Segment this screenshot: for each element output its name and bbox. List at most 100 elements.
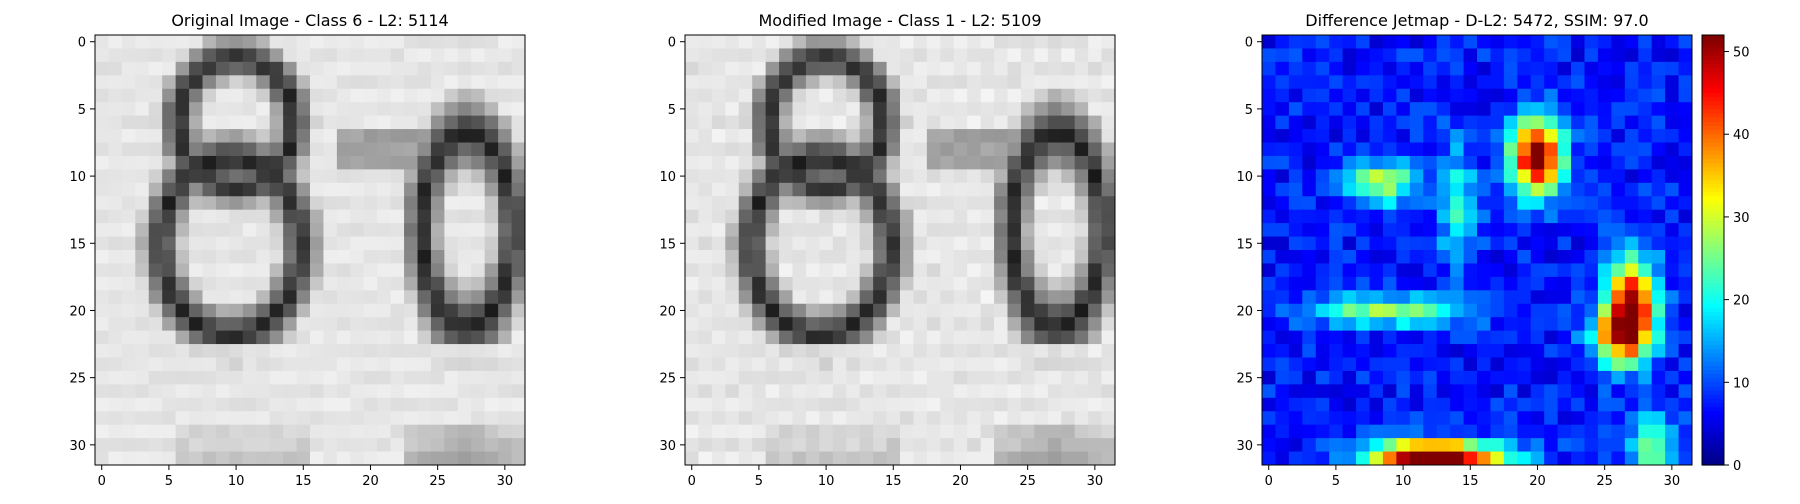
heatmap-cell [296, 61, 311, 76]
heatmap-cell [1651, 88, 1666, 103]
heatmap-cell [242, 48, 257, 63]
heatmap-cell [1007, 129, 1022, 143]
heatmap-cell [377, 236, 392, 251]
heatmap-cell [1557, 129, 1572, 143]
colorbar-segment [1702, 59, 1724, 65]
heatmap-cell [202, 451, 217, 466]
heatmap-cell [95, 236, 109, 251]
heatmap-cell [1034, 209, 1049, 224]
heatmap-cell [1302, 263, 1317, 278]
heatmap-cell [1503, 397, 1518, 412]
heatmap-cell [1061, 317, 1076, 332]
heatmap-cell [886, 61, 901, 76]
heatmap-cell [1288, 48, 1303, 63]
heatmap-cell [886, 451, 901, 466]
heatmap-cell [148, 317, 163, 332]
heatmap-cell [1101, 451, 1116, 466]
heatmap-cell [994, 236, 1008, 251]
heatmap-cell [1423, 155, 1438, 170]
heatmap-cell [819, 129, 834, 143]
heatmap-cell [1101, 236, 1116, 251]
heatmap-cell [121, 303, 136, 318]
heatmap-cell [1409, 357, 1424, 372]
heatmap-cell [189, 196, 203, 211]
heatmap-cell [873, 102, 888, 117]
heatmap-cell [1530, 384, 1545, 399]
heatmap-cell [229, 115, 244, 130]
heatmap-cell [1020, 169, 1035, 184]
heatmap-cell [685, 115, 699, 130]
heatmap-cell [900, 236, 914, 251]
heatmap-cell [1665, 182, 1680, 197]
heatmap-cell [994, 370, 1008, 385]
heatmap-cell [1275, 344, 1290, 358]
heatmap-cell [148, 155, 163, 170]
heatmap-cell [1302, 276, 1317, 291]
heatmap-cell [1047, 438, 1062, 453]
y-tick-label: 30 [659, 439, 676, 454]
heatmap-cell [1624, 438, 1639, 453]
heatmap-cell [765, 384, 780, 399]
heatmap-cell [148, 397, 163, 412]
heatmap-cell [1342, 344, 1357, 358]
heatmap-cell [1463, 330, 1478, 345]
heatmap-cell [511, 438, 526, 453]
heatmap-cell [1088, 115, 1103, 130]
heatmap-cell [859, 250, 874, 264]
heatmap-cell [471, 290, 486, 305]
heatmap-cell [685, 438, 699, 453]
heatmap-cell [940, 196, 955, 211]
heatmap-cell [967, 35, 982, 49]
heatmap-cell [1651, 357, 1666, 372]
heatmap-cell [913, 61, 928, 76]
heatmap-cell [698, 263, 713, 278]
heatmap-cell [967, 344, 982, 358]
heatmap-cell [1530, 48, 1545, 63]
heatmap-cell [283, 61, 298, 76]
heatmap-cell [215, 182, 230, 197]
heatmap-cell [846, 451, 861, 466]
heatmap-cell [1007, 48, 1022, 63]
heatmap-cell [1396, 411, 1411, 426]
heatmap-cell [1624, 263, 1639, 278]
heatmap-cell [1503, 115, 1518, 130]
heatmap-cell [1101, 61, 1116, 76]
heatmap-cell [95, 102, 109, 117]
heatmap-cell [511, 370, 526, 385]
heatmap-cell [430, 250, 445, 264]
colorbar-segment [1702, 291, 1724, 297]
heatmap-cell [363, 250, 378, 264]
heatmap-cell [725, 61, 740, 76]
heatmap-cell [1463, 411, 1478, 426]
heatmap-cell [95, 303, 109, 318]
heatmap-cell [215, 223, 230, 238]
heatmap-cell [511, 115, 526, 130]
heatmap-cell [1503, 236, 1518, 251]
heatmap-cell [1061, 35, 1076, 49]
heatmap-cell [1584, 196, 1599, 211]
heatmap-cell [1597, 142, 1612, 157]
heatmap-cell [1020, 357, 1035, 372]
heatmap-cell [189, 236, 203, 251]
heatmap-cell [779, 438, 793, 453]
heatmap-cell [269, 330, 284, 345]
heatmap-cell [1571, 263, 1585, 278]
heatmap-cell [1034, 438, 1049, 453]
heatmap-cell [1288, 303, 1303, 318]
heatmap-cell [752, 155, 767, 170]
heatmap-cell [1262, 209, 1276, 224]
heatmap-cell [685, 317, 699, 332]
heatmap-cell [108, 344, 123, 358]
heatmap-cell [1034, 384, 1049, 399]
heatmap-cell [1382, 384, 1397, 399]
heatmap-cell [1665, 75, 1680, 90]
heatmap-cell [215, 330, 230, 345]
heatmap-cell [1571, 344, 1585, 358]
heatmap-cell [1396, 397, 1411, 412]
heatmap-cell [819, 223, 834, 238]
heatmap-cell [1517, 196, 1532, 211]
heatmap-cell [1275, 263, 1290, 278]
heatmap-cell [390, 357, 405, 372]
heatmap-cell [1651, 250, 1666, 264]
heatmap-cell [711, 290, 726, 305]
